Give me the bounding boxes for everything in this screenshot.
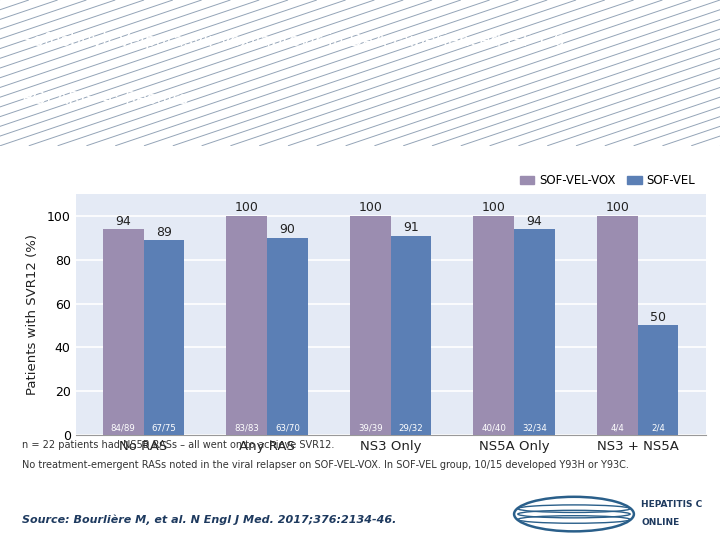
Legend: SOF-VEL-VOX, SOF-VEL: SOF-VEL-VOX, SOF-VEL: [516, 169, 700, 192]
Text: 100: 100: [482, 201, 505, 214]
Text: 100: 100: [606, 201, 629, 214]
Bar: [597, 216, 638, 435]
Text: Sofosbuvir-Velpatasvir-Voxilaprevir in DAA-Experienced GT 1-6: Sofosbuvir-Velpatasvir-Voxilaprevir in D…: [22, 32, 564, 50]
Text: 39/39: 39/39: [358, 423, 382, 432]
Text: 100: 100: [359, 201, 382, 214]
Text: 90: 90: [279, 224, 295, 237]
Bar: [473, 216, 514, 435]
Text: ONLINE: ONLINE: [642, 518, 680, 527]
Bar: [267, 238, 308, 435]
Text: 67/75: 67/75: [151, 423, 176, 432]
Text: POLARIS-4: Overall SVR by Baseline RAS: POLARIS-4: Overall SVR by Baseline RAS: [14, 162, 324, 177]
Text: 63/70: 63/70: [275, 423, 300, 432]
Text: 40/40: 40/40: [481, 423, 506, 432]
Text: 4/4: 4/4: [611, 423, 624, 432]
Bar: [143, 240, 184, 435]
Text: 84/89: 84/89: [111, 423, 135, 432]
Text: 94: 94: [115, 214, 131, 227]
Text: Source: Bourlière M, et al. N Engl J Med. 2017;376:2134-46.: Source: Bourlière M, et al. N Engl J Med…: [22, 514, 396, 524]
Text: 2/4: 2/4: [651, 423, 665, 432]
Text: 89: 89: [156, 226, 172, 239]
Text: 29/32: 29/32: [399, 423, 423, 432]
Text: POLARIS-4: Results: POLARIS-4: Results: [22, 90, 188, 109]
Text: 83/83: 83/83: [234, 423, 259, 432]
Text: 94: 94: [526, 214, 542, 227]
Text: 91: 91: [403, 221, 419, 234]
Bar: [103, 230, 143, 435]
Text: HEPATITIS C: HEPATITIS C: [642, 501, 703, 509]
Bar: [638, 326, 678, 435]
Text: No treatment-emergent RASs noted in the viral relapser on SOF-VEL-VOX. In SOF-VE: No treatment-emergent RASs noted in the …: [22, 460, 629, 470]
Y-axis label: Patients with SVR12 (%): Patients with SVR12 (%): [25, 234, 39, 395]
Text: 50: 50: [650, 310, 666, 323]
Bar: [350, 216, 391, 435]
Bar: [514, 230, 555, 435]
Text: n = 22 patients had NS5B RASs – all went on to achieve SVR12.: n = 22 patients had NS5B RASs – all went…: [22, 440, 334, 450]
Text: 32/34: 32/34: [522, 423, 547, 432]
Text: 100: 100: [235, 201, 258, 214]
Bar: [391, 236, 431, 435]
Bar: [226, 216, 267, 435]
